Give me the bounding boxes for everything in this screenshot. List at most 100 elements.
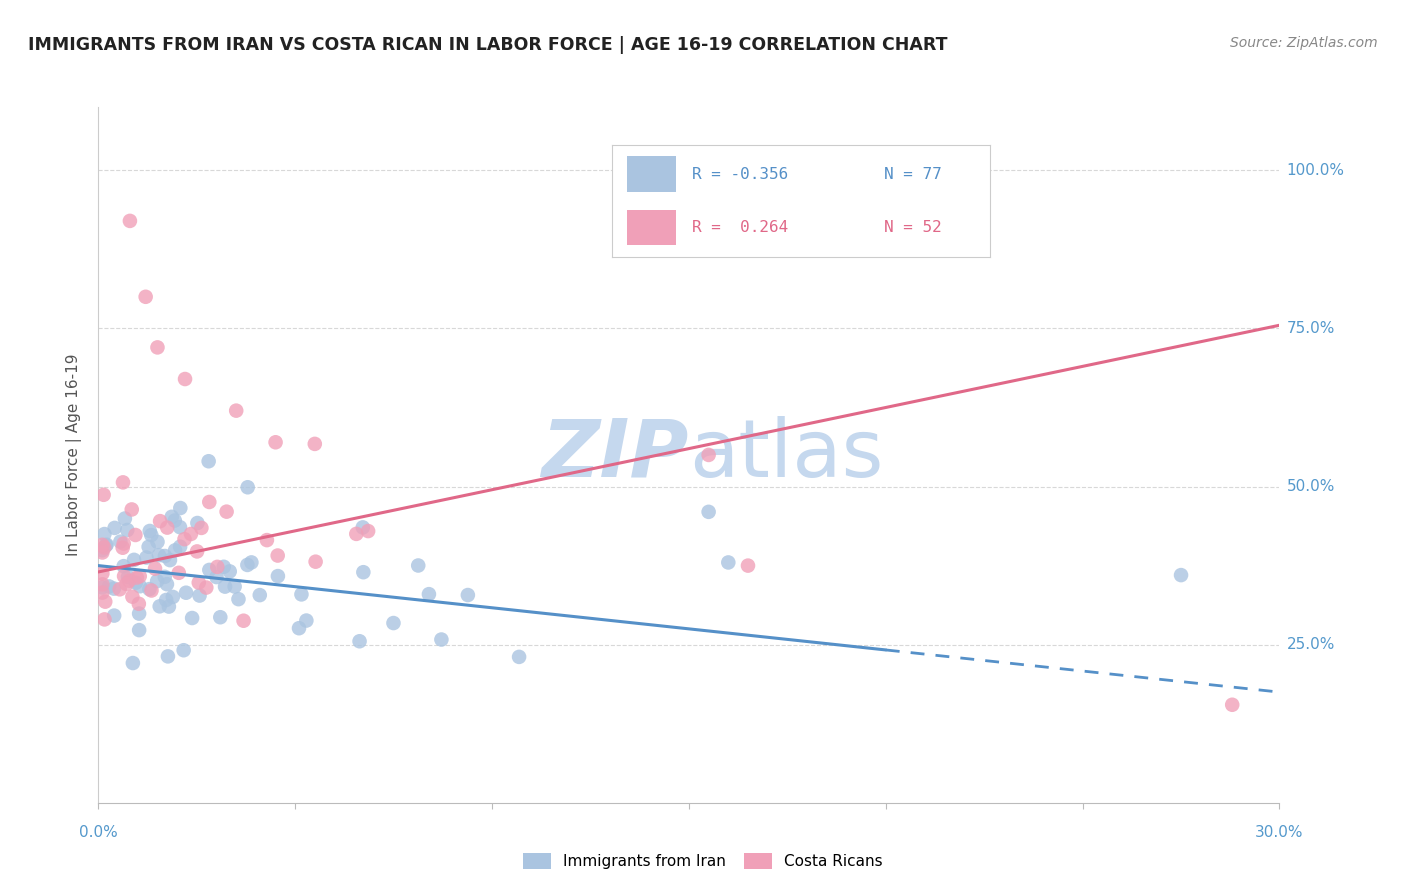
- Point: [169, 501, 191, 516]
- Point: [114, 511, 136, 525]
- Point: [209, 610, 232, 624]
- Point: [146, 340, 169, 354]
- Point: [125, 571, 148, 585]
- Point: [138, 582, 160, 596]
- Point: [236, 558, 259, 572]
- Point: [169, 520, 191, 534]
- Point: [143, 561, 166, 575]
- Point: [157, 599, 180, 614]
- Point: [430, 632, 453, 647]
- Point: [267, 569, 290, 583]
- Point: [205, 570, 228, 584]
- Point: [180, 527, 202, 541]
- Point: [288, 621, 311, 635]
- Point: [457, 588, 479, 602]
- Point: [218, 565, 240, 579]
- Point: [125, 575, 148, 590]
- Point: [118, 574, 141, 588]
- Point: [160, 509, 183, 524]
- Point: [91, 566, 114, 581]
- Point: [352, 565, 374, 579]
- Point: [290, 587, 312, 601]
- Point: [264, 435, 287, 450]
- Point: [195, 581, 218, 595]
- Point: [128, 597, 150, 611]
- Point: [112, 536, 135, 550]
- Point: [304, 555, 326, 569]
- Point: [93, 527, 115, 541]
- Point: [697, 505, 720, 519]
- Point: [232, 614, 254, 628]
- Point: [115, 577, 138, 591]
- Text: 50.0%: 50.0%: [1286, 479, 1334, 494]
- Point: [1220, 698, 1243, 712]
- Point: [128, 569, 150, 583]
- Point: [207, 560, 229, 574]
- Y-axis label: In Labor Force | Age 16-19: In Labor Force | Age 16-19: [66, 353, 83, 557]
- Point: [186, 516, 208, 530]
- Point: [198, 563, 221, 577]
- Point: [198, 495, 221, 509]
- Point: [1170, 568, 1192, 582]
- Point: [188, 589, 211, 603]
- Point: [149, 599, 172, 614]
- Point: [111, 475, 134, 490]
- Point: [174, 585, 197, 599]
- Point: [212, 559, 235, 574]
- Point: [187, 575, 209, 590]
- Point: [508, 649, 530, 664]
- Point: [98, 579, 121, 593]
- Point: [121, 590, 143, 604]
- Point: [163, 514, 186, 528]
- Point: [117, 523, 139, 537]
- Point: [181, 611, 204, 625]
- Point: [128, 607, 150, 621]
- Point: [357, 524, 380, 538]
- Point: [190, 521, 212, 535]
- Point: [122, 553, 145, 567]
- Point: [256, 533, 278, 547]
- Point: [344, 527, 367, 541]
- Point: [93, 541, 115, 555]
- Point: [146, 534, 169, 549]
- Point: [103, 582, 125, 596]
- Point: [186, 544, 208, 558]
- Point: [156, 520, 179, 534]
- Point: [104, 521, 127, 535]
- Point: [349, 634, 371, 648]
- Point: [155, 593, 177, 607]
- Point: [91, 577, 114, 591]
- Point: [228, 592, 250, 607]
- Legend: Immigrants from Iran, Costa Ricans: Immigrants from Iran, Costa Ricans: [517, 847, 889, 875]
- Point: [93, 488, 115, 502]
- Text: 75.0%: 75.0%: [1286, 321, 1334, 336]
- Point: [141, 583, 163, 598]
- Point: [156, 577, 179, 591]
- Point: [249, 588, 271, 602]
- Point: [117, 570, 139, 584]
- Point: [93, 612, 115, 626]
- Point: [148, 548, 170, 562]
- Point: [169, 540, 191, 554]
- Point: [717, 556, 740, 570]
- Text: atlas: atlas: [689, 416, 883, 494]
- Point: [737, 558, 759, 573]
- Text: 30.0%: 30.0%: [1256, 825, 1303, 840]
- Point: [94, 538, 117, 552]
- Point: [108, 582, 131, 597]
- Point: [103, 608, 125, 623]
- Point: [165, 543, 187, 558]
- Point: [118, 214, 141, 228]
- Point: [111, 541, 134, 555]
- Point: [112, 569, 135, 583]
- Text: 100.0%: 100.0%: [1286, 163, 1344, 178]
- Point: [153, 549, 176, 563]
- Point: [697, 448, 720, 462]
- Point: [112, 559, 135, 574]
- Text: ZIP: ZIP: [541, 416, 689, 494]
- Point: [135, 550, 157, 565]
- Point: [139, 524, 162, 538]
- Text: 25.0%: 25.0%: [1286, 637, 1334, 652]
- Point: [352, 520, 374, 534]
- Text: IMMIGRANTS FROM IRAN VS COSTA RICAN IN LABOR FORCE | AGE 16-19 CORRELATION CHART: IMMIGRANTS FROM IRAN VS COSTA RICAN IN L…: [28, 36, 948, 54]
